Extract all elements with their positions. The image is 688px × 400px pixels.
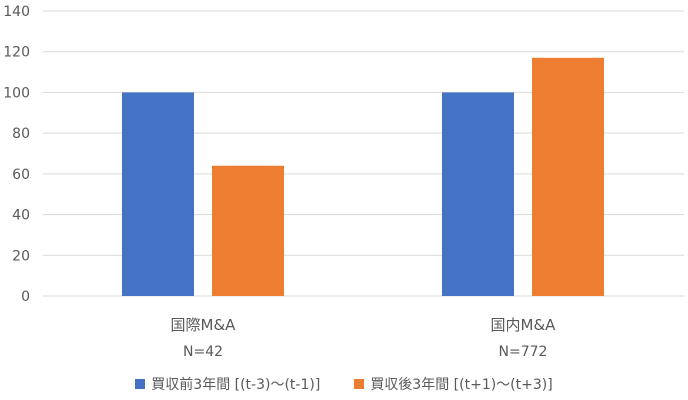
y-axis-tick-labels: 0 20 40 60 80 100 120 140 bbox=[3, 4, 30, 305]
legend-item-after: 買収後3年間 [(t+1)〜(t+3)] bbox=[354, 374, 553, 394]
y-tick-label: 80 bbox=[12, 126, 30, 142]
legend-item-before: 買収前3年間 [(t-3)〜(t-1)] bbox=[135, 374, 320, 394]
legend-label-after: 買収後3年間 [(t+1)〜(t+3)] bbox=[370, 377, 553, 393]
y-tick-label: 140 bbox=[3, 4, 30, 20]
category-sublabel-0: N=42 bbox=[183, 344, 223, 360]
bar-series0-cat1 bbox=[442, 92, 514, 296]
y-tick-label: 60 bbox=[12, 167, 30, 183]
legend: 買収前3年間 [(t-3)〜(t-1)] 買収後3年間 [(t+1)〜(t+3)… bbox=[0, 372, 688, 396]
y-tick-label: 100 bbox=[3, 85, 30, 101]
category-label-1: 国内M&A bbox=[491, 316, 557, 334]
category-label-0: 国際M&A bbox=[171, 316, 237, 334]
bar-series1-cat0 bbox=[212, 165, 284, 296]
bars bbox=[122, 57, 604, 297]
y-tick-label: 40 bbox=[12, 208, 30, 224]
category-sublabel-1: N=772 bbox=[499, 344, 548, 360]
legend-swatch-before bbox=[135, 379, 146, 389]
legend-label-before: 買収前3年間 [(t-3)〜(t-1)] bbox=[151, 377, 321, 393]
legend-swatch-after bbox=[354, 379, 365, 389]
y-tick-label: 20 bbox=[12, 248, 30, 264]
bar-series0-cat0 bbox=[122, 92, 194, 296]
bar-series1-cat1 bbox=[532, 57, 604, 297]
y-tick-label: 120 bbox=[3, 45, 30, 61]
y-tick-label: 0 bbox=[21, 289, 30, 305]
x-axis-labels: 国際M&A N=42 国内M&A N=772 bbox=[171, 316, 557, 360]
